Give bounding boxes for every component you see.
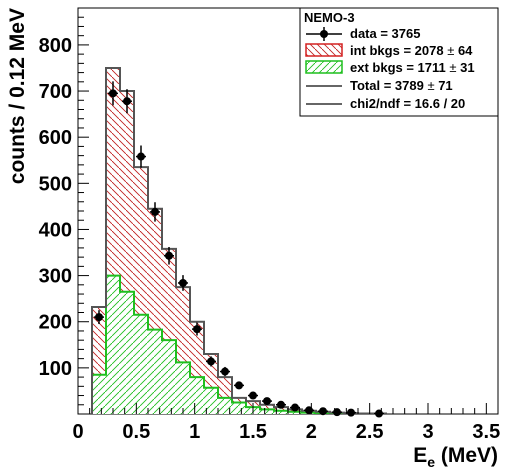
x-tick-label: 2.5 <box>356 421 384 443</box>
legend-title: NEMO-3 <box>304 10 355 25</box>
data-point <box>179 278 187 287</box>
data-point <box>263 397 271 406</box>
y-axis-title: counts / 0.12 MeV <box>6 8 29 184</box>
legend-data-marker <box>320 30 328 38</box>
data-point <box>277 400 285 409</box>
data-point <box>151 207 159 216</box>
x-axis-title: Ee (MeV) <box>413 444 498 470</box>
y-tick-label: 600 <box>39 127 72 149</box>
int-bkgs-fill <box>92 67 386 414</box>
data-point <box>123 97 131 106</box>
y-tick-label: 400 <box>39 219 72 241</box>
data-point <box>235 381 243 390</box>
y-tick-label: 700 <box>39 81 72 103</box>
legend-entry-label: data = 3765 <box>350 26 420 41</box>
data-point <box>137 152 145 161</box>
ext-bkgs-fill <box>92 275 386 414</box>
x-tick-label: 3.5 <box>472 421 500 443</box>
y-tick-label: 200 <box>39 312 72 334</box>
data-point <box>165 251 173 260</box>
y-tick-label: 500 <box>39 173 72 195</box>
data-point <box>193 325 201 334</box>
y-tick-label: 800 <box>39 35 72 57</box>
x-tick-label: 2 <box>306 421 317 443</box>
x-tick-label: 0 <box>72 421 83 443</box>
x-tick-label: 1 <box>189 421 200 443</box>
data-point <box>207 357 215 366</box>
x-tick-label: 3 <box>422 421 433 443</box>
data-point <box>95 313 103 322</box>
legend-entry-label: chi2/ndf = 16.6 / 20 <box>350 96 465 111</box>
x-tick-label: 1.5 <box>239 421 267 443</box>
legend-ext-swatch <box>305 60 343 74</box>
x-tick-label: 0.5 <box>122 421 150 443</box>
data-point <box>249 391 257 400</box>
data-point <box>221 367 229 376</box>
legend-int-swatch <box>305 43 343 57</box>
y-tick-label: 300 <box>39 266 72 288</box>
data-point <box>291 403 299 412</box>
data-point <box>347 408 355 417</box>
total-outline <box>91 66 387 414</box>
data-point <box>109 89 117 98</box>
y-tick-label: 100 <box>39 358 72 380</box>
legend-entry-label: ext bkgs = 1711 ± 31 <box>350 60 475 75</box>
legend-entry-label: Total = 3789 ± 71 <box>350 78 453 93</box>
legend-entry-label: int bkgs = 2078 ± 64 <box>350 43 473 58</box>
